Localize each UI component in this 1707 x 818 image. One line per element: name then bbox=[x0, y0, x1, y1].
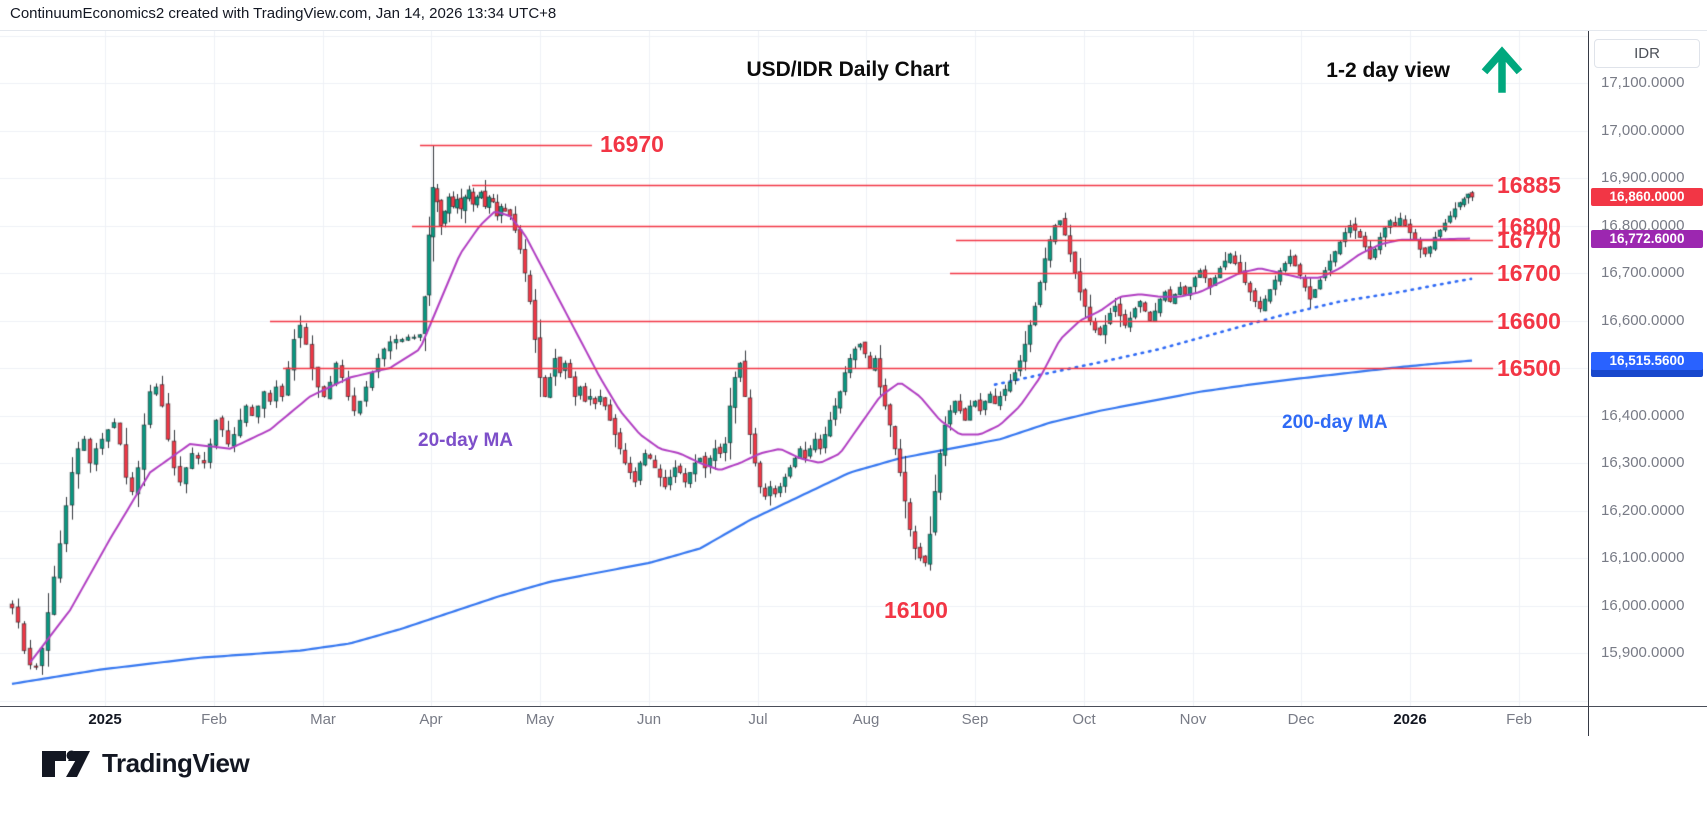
price-tick-label: 16,900.0000 bbox=[1601, 169, 1685, 186]
chart-area: USD/IDR Daily Chart 1-2 day view IDR 17,… bbox=[0, 30, 1707, 736]
level-price-label: 16500 bbox=[1497, 355, 1561, 381]
price-tick-label: 16,800.0000 bbox=[1601, 216, 1685, 234]
level-price-label: 16885 bbox=[1497, 172, 1561, 199]
time-axis-label: Nov bbox=[1179, 711, 1207, 728]
time-axis-label: Jun bbox=[636, 711, 662, 728]
time-axis-label: Oct bbox=[1072, 711, 1096, 728]
price-axis-line bbox=[1588, 31, 1589, 736]
time-axis-label: Sep bbox=[961, 711, 989, 728]
level-price-label: 16600 bbox=[1497, 307, 1561, 334]
price-tick-label: 16,300.0000 bbox=[1601, 454, 1685, 471]
ma-label: 200-day MA bbox=[1282, 412, 1388, 433]
currency-box: IDR bbox=[1594, 39, 1700, 68]
price-badge: 16,860.0000 bbox=[1591, 188, 1703, 206]
time-axis-label: Feb bbox=[1506, 711, 1532, 728]
price-tick-label: 16,700.0000 bbox=[1601, 264, 1685, 281]
time-axis-label: Apr bbox=[419, 711, 443, 728]
price-tick-label: 16,200.0000 bbox=[1601, 501, 1685, 519]
level-price-label: 16800 bbox=[1497, 212, 1561, 239]
attribution-text: ContinuumEconomics2 created with Trading… bbox=[10, 5, 557, 22]
level-price-label: 16700 bbox=[1497, 260, 1561, 286]
level-price-label: 16770 bbox=[1497, 226, 1561, 253]
time-axis-label: Feb bbox=[201, 711, 227, 728]
tradingview-logo-icon bbox=[42, 750, 90, 777]
price-tick-label: 17,000.0000 bbox=[1601, 121, 1685, 139]
time-axis-label: Aug bbox=[852, 711, 880, 728]
candlestick-canvas bbox=[0, 31, 1707, 706]
time-axis-line bbox=[0, 706, 1707, 707]
price-tick-label: 17,100.0000 bbox=[1601, 74, 1685, 91]
price-tick-label: 16,400.0000 bbox=[1601, 406, 1685, 424]
ma-label: 20-day MA bbox=[418, 430, 514, 451]
tradingview-footer: TradingView bbox=[40, 746, 250, 780]
price-tick-label: 16,100.0000 bbox=[1601, 549, 1685, 566]
price-tick-label: 16,600.0000 bbox=[1601, 311, 1685, 329]
time-axis-label: 2025 bbox=[88, 711, 122, 728]
price-tick-label: 16,000.0000 bbox=[1601, 596, 1685, 614]
time-axis-label: Mar bbox=[310, 711, 336, 728]
time-axis-label: Dec bbox=[1287, 711, 1315, 728]
tradingview-logo-text: TradingView bbox=[102, 747, 250, 778]
time-axis-label: Jul bbox=[748, 711, 768, 728]
time-axis-label: May bbox=[525, 711, 555, 728]
price-tick-label: 15,900.0000 bbox=[1601, 644, 1685, 661]
price-badge: 16,772.6000 bbox=[1591, 229, 1703, 248]
time-axis-label: 2026 bbox=[1393, 711, 1427, 728]
price-badge: 16,515.5600 bbox=[1591, 351, 1703, 370]
